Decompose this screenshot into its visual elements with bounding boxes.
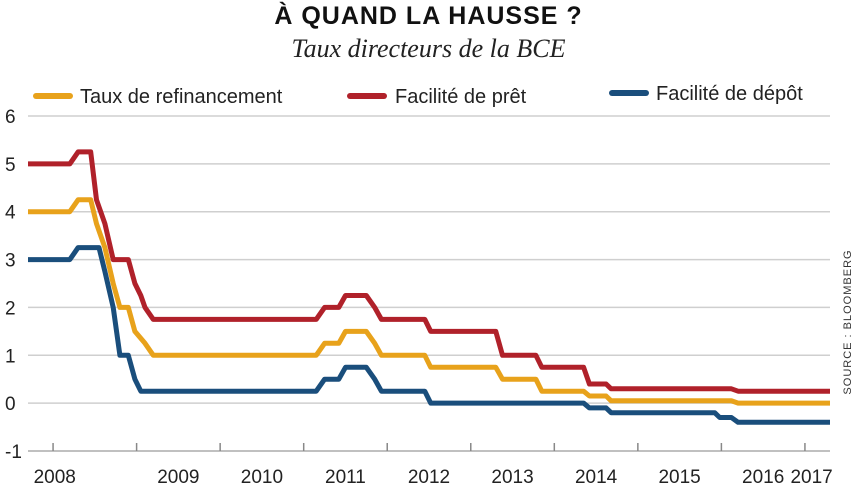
x-tick-label: 2008 — [34, 467, 76, 488]
axes: -1 0 1 2 3 4 5 6 2008 2009 2010 2011 2012 2013 2014 201… — [5, 107, 833, 488]
legend-label-1: Taux de refinancement — [80, 86, 283, 108]
x-tick-label: 2016 — [742, 467, 784, 488]
x-tick-label: 2017 — [790, 467, 832, 488]
y-tick-label: 1 — [5, 346, 16, 367]
y-tick-label: 5 — [5, 155, 16, 176]
x-tick-label: 2014 — [575, 467, 618, 488]
x-tick-label: 2015 — [658, 467, 700, 488]
x-tick-label: 2012 — [408, 467, 450, 488]
y-tick-label: 2 — [5, 298, 16, 319]
legend: Taux de refinancement Facilité de prêt Fac… — [33, 83, 803, 108]
y-tick-label: 4 — [5, 203, 16, 224]
series-lines — [28, 149, 830, 425]
series-line-3 — [28, 245, 830, 425]
chart-title: À QUAND LA HAUSSE ? — [274, 2, 583, 30]
legend-label-3: Facilité de dépôt — [656, 83, 803, 105]
y-tick-label: 6 — [5, 107, 16, 128]
series-line-1 — [28, 197, 830, 406]
x-tick-label: 2009 — [157, 467, 199, 488]
legend-label-2: Facilité de prêt — [395, 86, 527, 108]
chart-subtitle: Taux directeurs de la BCE — [291, 34, 566, 63]
series-line-2 — [28, 149, 830, 394]
y-tick-label: 0 — [5, 394, 16, 415]
gridlines — [28, 115, 830, 452]
x-tick-label: 2013 — [491, 467, 533, 488]
y-tick-label: -1 — [5, 442, 22, 463]
x-tick-label: 2010 — [241, 467, 283, 488]
y-tick-label: 3 — [5, 251, 16, 272]
x-tick-label: 2011 — [325, 467, 366, 488]
